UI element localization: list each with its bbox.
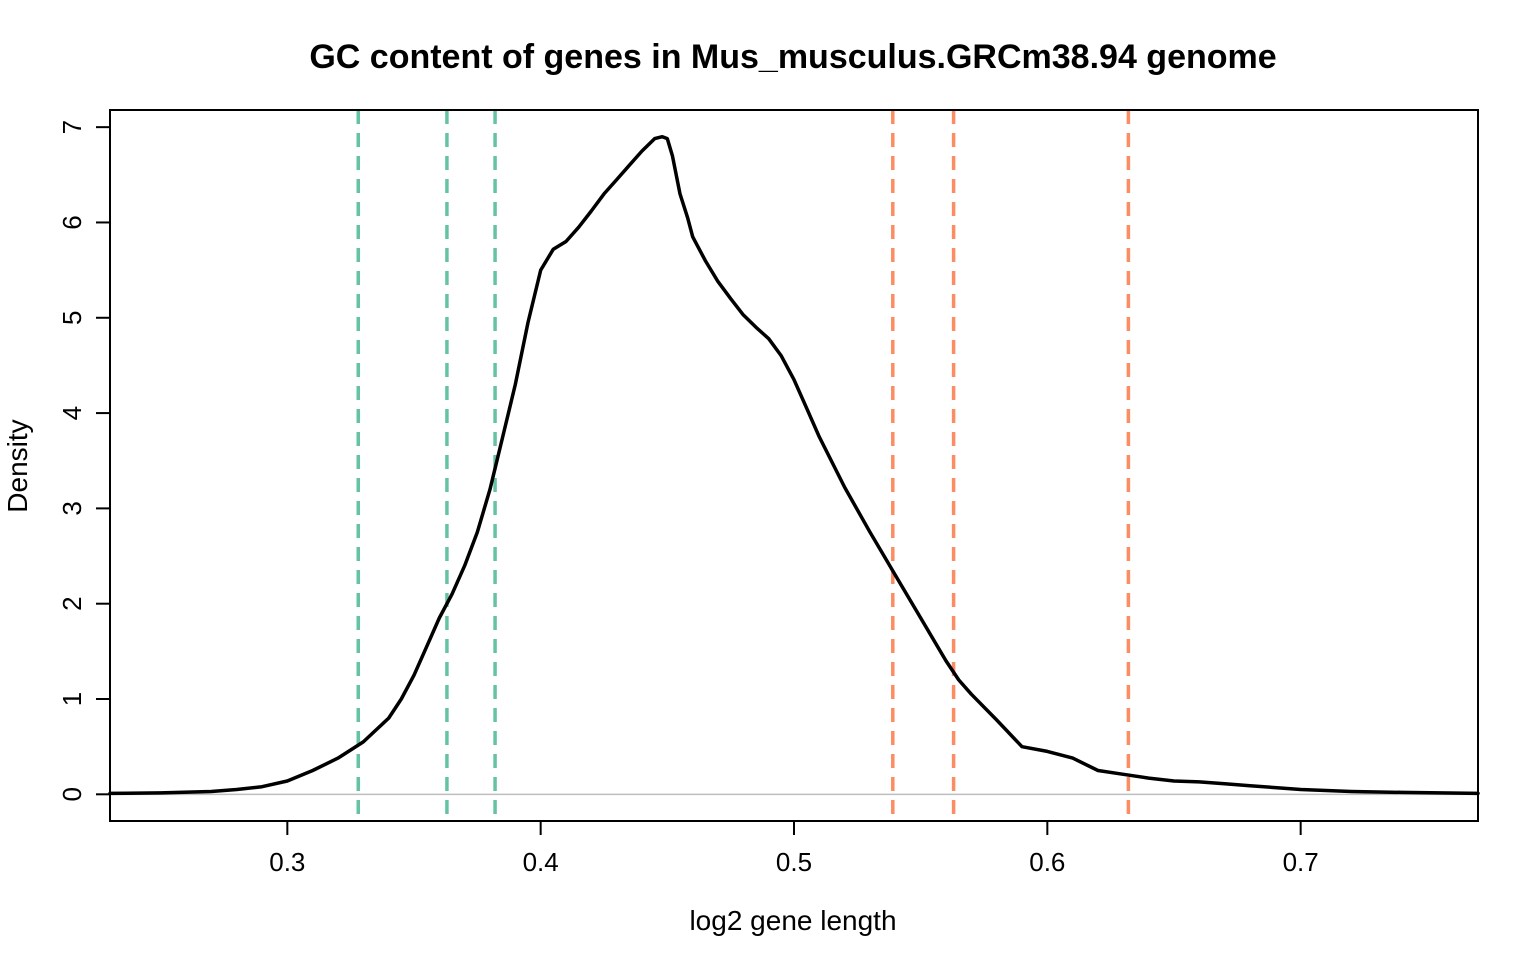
x-tick-label-4: 0.7: [1283, 847, 1319, 877]
reference-lines: [356, 110, 1131, 821]
x-axis-label: log2 gene length: [689, 905, 896, 936]
y-tick-label-0: 0: [57, 787, 87, 801]
y-axis-label: Density: [2, 419, 33, 512]
y-tick-label-4: 4: [57, 406, 87, 420]
plot-frame: [109, 109, 1479, 822]
x-tick-label-1: 0.4: [523, 847, 559, 877]
y-axis: 0 1 2 3 4 5 6 7: [57, 120, 110, 802]
chart-title: GC content of genes in Mus_musculus.GRCm…: [309, 38, 1276, 76]
density-curve-0: [108, 134, 1480, 796]
x-tick-label-0: 0.3: [269, 847, 305, 877]
x-axis: 0.3 0.4 0.5 0.6 0.7: [269, 821, 1319, 877]
y-tick-label-2: 2: [57, 596, 87, 610]
y-tick-label-7: 7: [57, 120, 87, 134]
x-tick-label-2: 0.5: [776, 847, 812, 877]
y-tick-label-6: 6: [57, 215, 87, 229]
y-tick-label-3: 3: [57, 501, 87, 515]
series-layer: [108, 134, 1480, 796]
y-tick-label-1: 1: [57, 692, 87, 706]
x-tick-label-3: 0.6: [1029, 847, 1065, 877]
y-tick-label-5: 5: [57, 311, 87, 325]
